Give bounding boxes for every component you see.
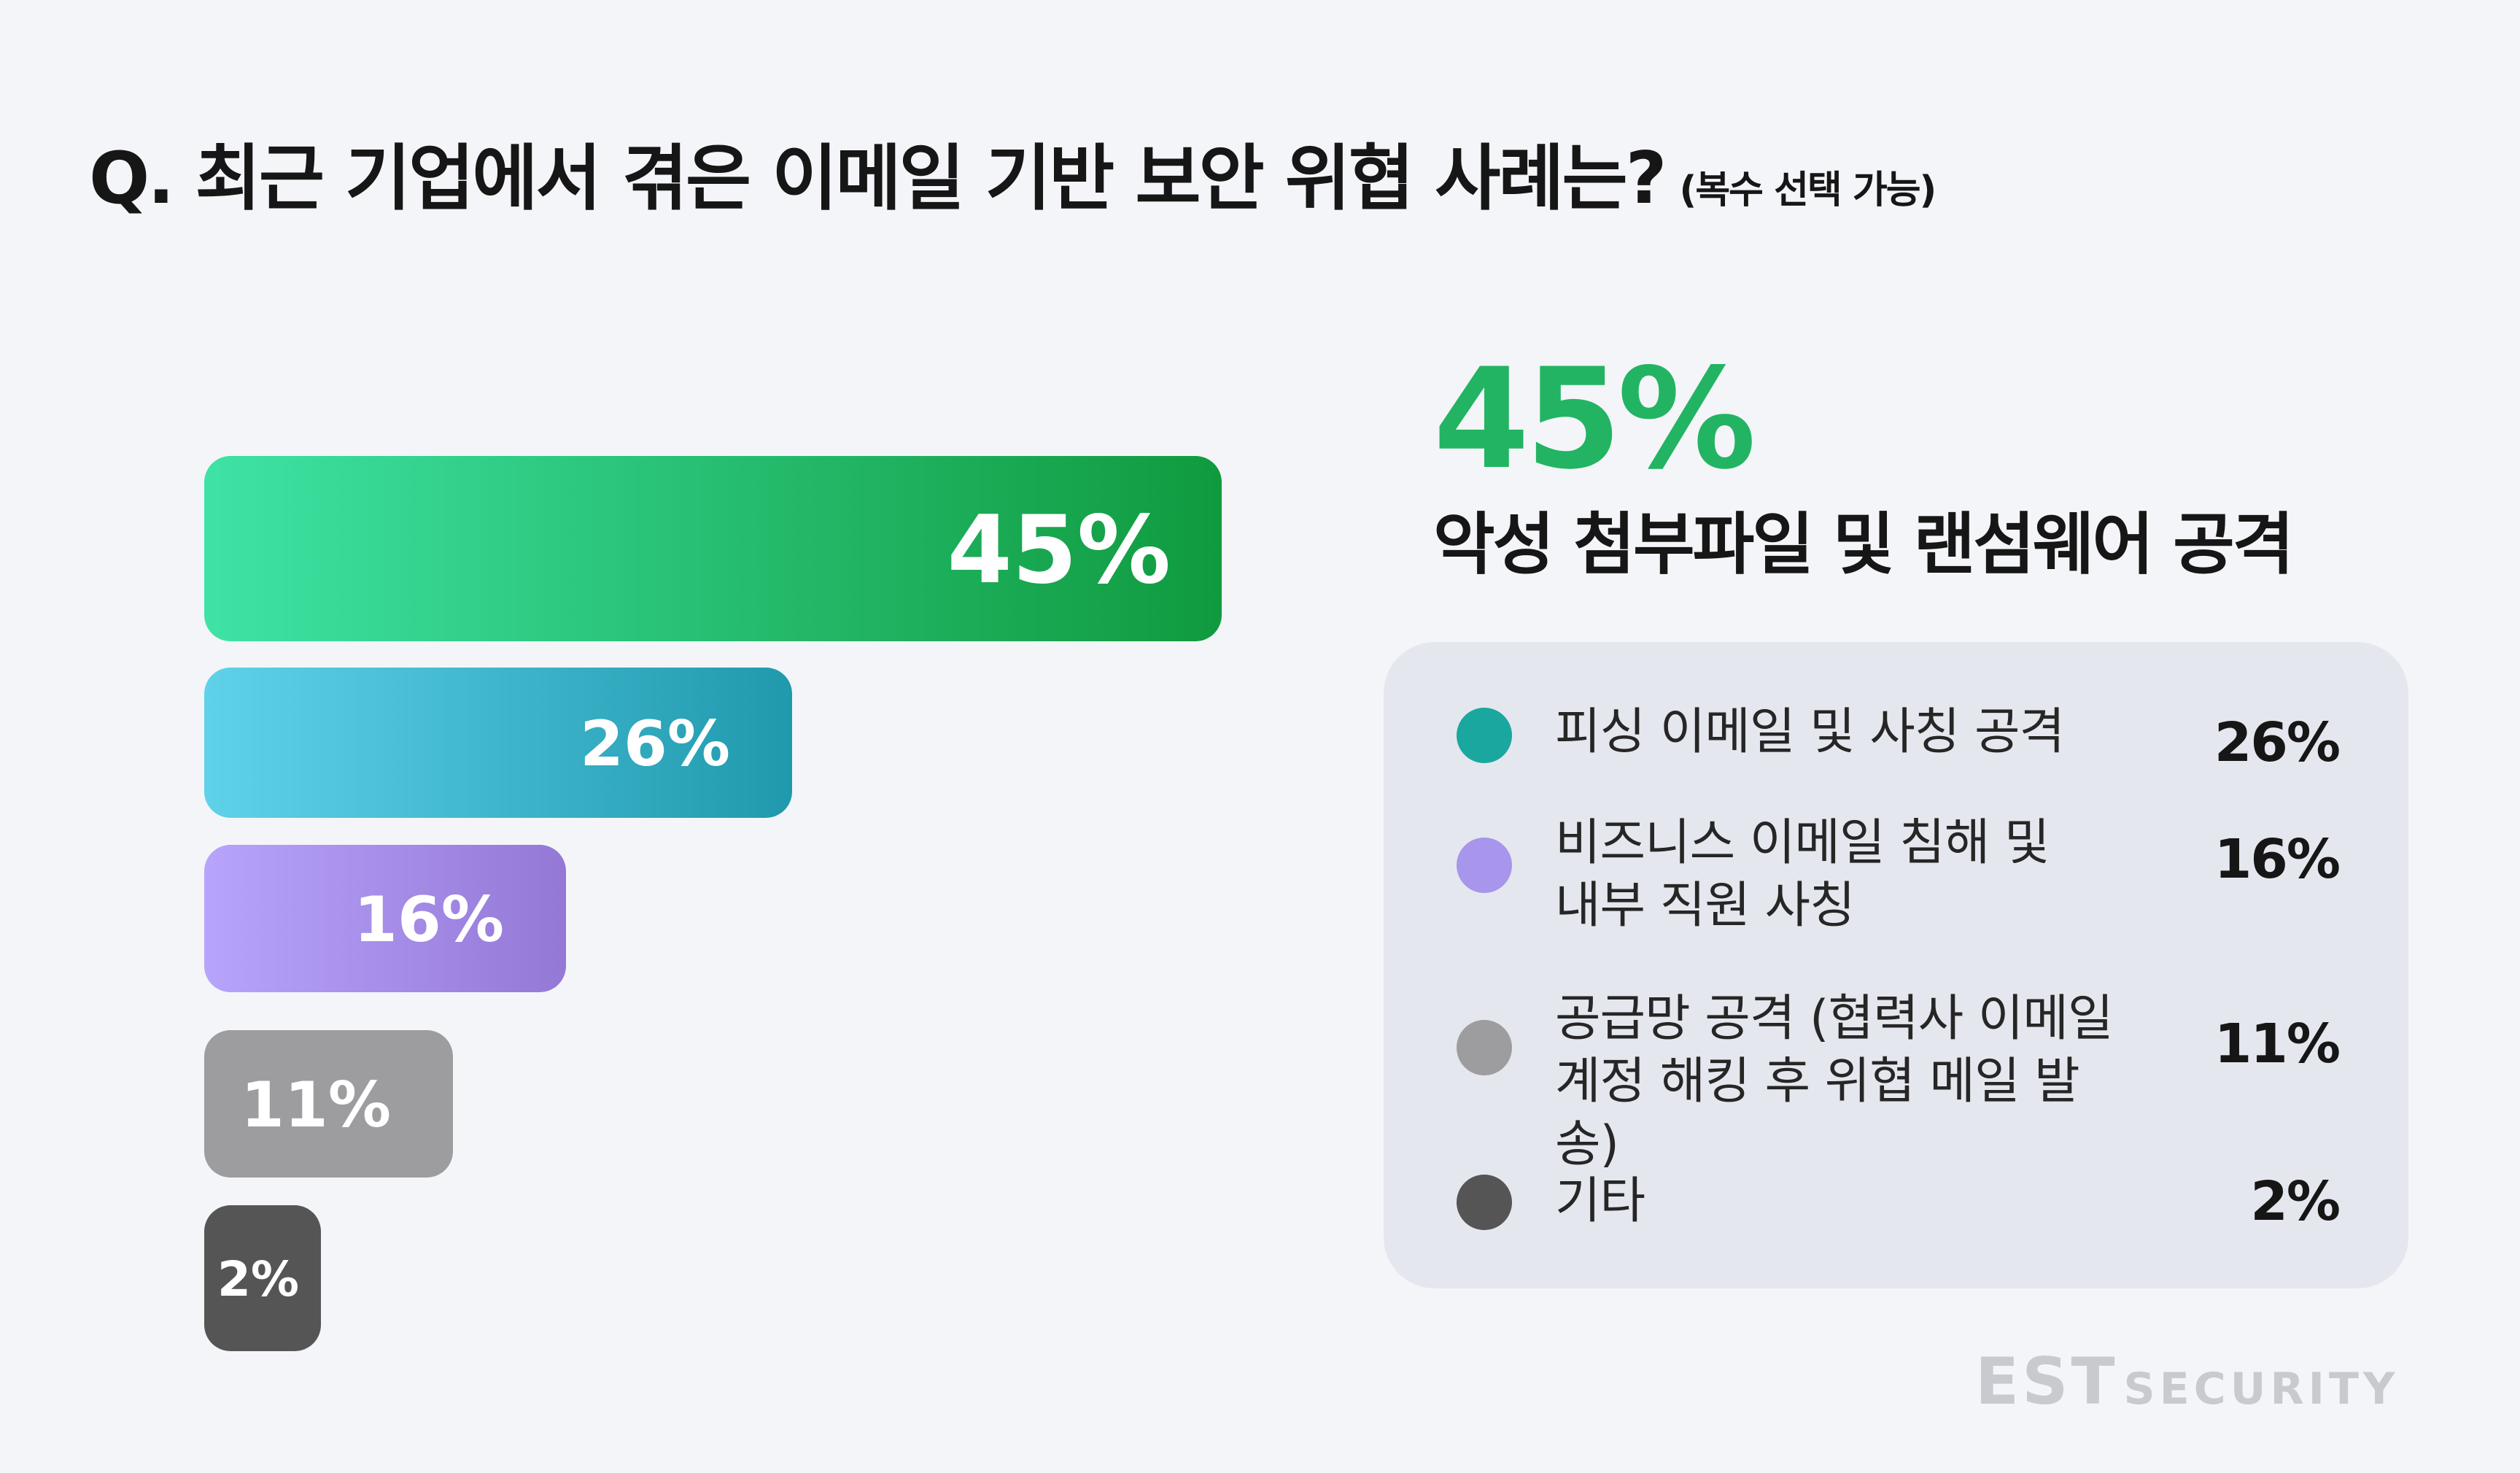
multiple-choice-note: (복수 선택 가능) <box>1679 169 1937 212</box>
bar-4 <box>204 1030 453 1178</box>
legend-item-phishing: 피싱 이메일 및 사칭 공격 26% <box>1384 697 2408 784</box>
legend-label: 기타 <box>1555 1172 1645 1230</box>
headline-label: 악성 첨부파일 및 랜섬웨어 공격 <box>1433 506 2294 584</box>
question-text: Q. 최근 기업에서 겪은 이메일 기반 보안 위협 사례는? <box>89 137 1667 220</box>
logo-est: EST <box>1975 1344 2118 1419</box>
legend-panel: 피싱 이메일 및 사칭 공격 26% 비즈니스 이메일 침해 및 내부 직원 사… <box>1384 642 2408 1288</box>
legend-dot <box>1457 1175 1512 1230</box>
bar-value-label-1: 45% <box>947 496 1171 605</box>
legend-item-supply-chain: 공급망 공격 (협력사 이메일 계정 해킹 후 위협 메일 발송) 11% <box>1384 990 2408 1173</box>
legend-item-other: 기타 2% <box>1384 1170 2408 1262</box>
bar-5 <box>204 1205 321 1351</box>
bar-value-label-5: 2% <box>217 1251 299 1307</box>
legend-value: 16% <box>2214 828 2341 891</box>
legend-value: 11% <box>2214 1013 2341 1075</box>
bar-2 <box>204 668 792 818</box>
bar-value-label-3: 16% <box>354 884 504 956</box>
bar-value-label-4: 11% <box>241 1069 391 1142</box>
legend-dot <box>1457 708 1512 763</box>
bar-3 <box>204 845 566 992</box>
estsecurity-logo: EST SECURITY <box>1975 1344 2399 1419</box>
headline-percent: 45% <box>1433 339 1756 500</box>
logo-security: SECURITY <box>2123 1364 2400 1415</box>
bar-value-label-2: 26% <box>580 708 730 781</box>
legend-dot <box>1457 1020 1512 1075</box>
legend-label: 비즈니스 이메일 침해 및 내부 직원 사칭 <box>1555 814 2050 935</box>
legend-dot <box>1457 838 1512 893</box>
legend-item-bec: 비즈니스 이메일 침해 및 내부 직원 사칭 16% <box>1384 814 2408 967</box>
legend-value: 26% <box>2214 711 2341 774</box>
chart-title: Q. 최근 기업에서 겪은 이메일 기반 보안 위협 사례는? (복수 선택 가능… <box>89 120 1937 224</box>
legend-label: 공급망 공격 (협력사 이메일 계정 해킹 후 위협 메일 발송) <box>1555 990 2114 1173</box>
legend-value: 2% <box>2250 1170 2341 1233</box>
legend-label: 피싱 이메일 및 사칭 공격 <box>1555 703 2065 761</box>
bar-1 <box>204 456 1222 641</box>
